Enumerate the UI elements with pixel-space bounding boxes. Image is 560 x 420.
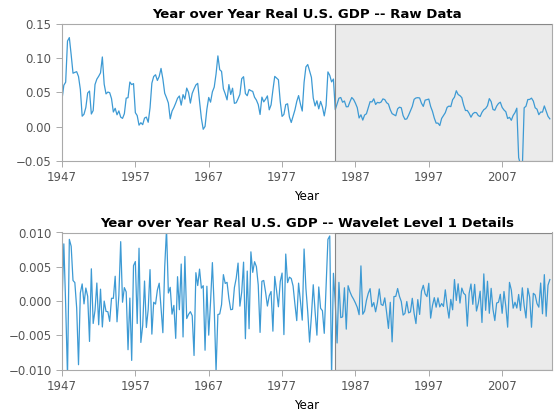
Bar [335, 233, 559, 370]
Bar [335, 24, 559, 161]
X-axis label: Year: Year [294, 399, 319, 412]
Title: Year over Year Real U.S. GDP -- Raw Data: Year over Year Real U.S. GDP -- Raw Data [152, 8, 461, 21]
X-axis label: Year: Year [294, 190, 319, 203]
Bar [335, 24, 559, 161]
Bar [335, 233, 559, 370]
Title: Year over Year Real U.S. GDP -- Wavelet Level 1 Details: Year over Year Real U.S. GDP -- Wavelet … [100, 217, 514, 230]
